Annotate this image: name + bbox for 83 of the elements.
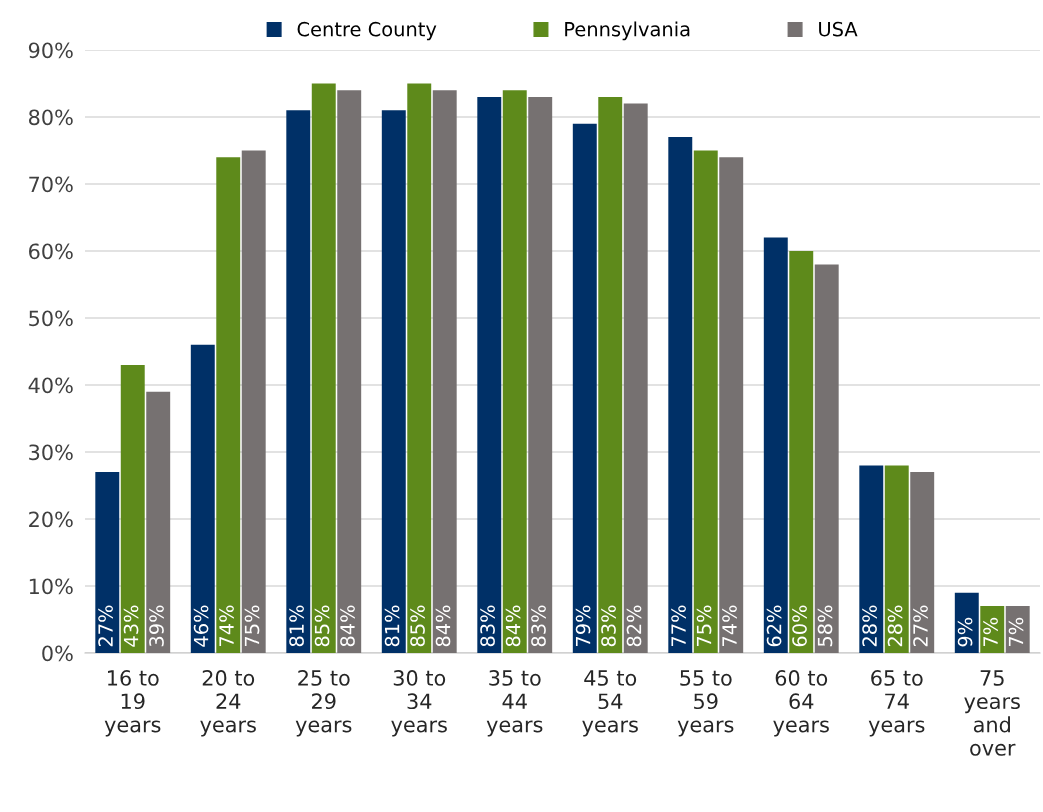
- data-label: 28%: [862, 605, 877, 647]
- x-tick-label: 35 to 44 years: [486, 670, 543, 737]
- legend-label: USA: [819, 21, 858, 37]
- y-tick-label: 80%: [29, 109, 73, 126]
- data-label: 74%: [219, 605, 234, 647]
- y-tick-label: 40%: [28, 377, 73, 394]
- legend-label: Centre County: [297, 21, 437, 41]
- bar: [719, 157, 744, 653]
- bar: [432, 90, 457, 653]
- bar: [477, 96, 502, 653]
- bar: [763, 237, 788, 653]
- bar: [693, 150, 718, 653]
- bar: [528, 96, 553, 653]
- data-label: 58%: [817, 605, 833, 647]
- bar: [954, 592, 979, 653]
- x-tick-label: 45 to 54 years: [582, 670, 638, 737]
- bar: [190, 344, 215, 653]
- x-tick-label: 75 years and over: [964, 670, 1020, 756]
- data-label: 83%: [480, 605, 495, 647]
- bar: [95, 472, 120, 653]
- data-label: 74%: [722, 605, 737, 647]
- x-tick-label: 30 to 34 years: [391, 670, 447, 737]
- data-label: 7%: [1008, 617, 1024, 647]
- y-tick-label: 30%: [29, 444, 73, 461]
- bar: [146, 391, 171, 653]
- y-tick-label: 10%: [29, 578, 73, 595]
- y-tick-label: 70%: [29, 176, 73, 193]
- data-label: 77%: [671, 605, 686, 647]
- data-label: 62%: [766, 605, 782, 647]
- bar: [623, 103, 648, 653]
- bar: [1005, 606, 1030, 653]
- data-label: 27%: [98, 605, 113, 647]
- x-tick-label: 60 to 64 years: [773, 670, 829, 737]
- data-label: 85%: [410, 605, 425, 647]
- data-label: 75%: [696, 605, 712, 647]
- bar: [337, 90, 362, 653]
- bar: [241, 150, 266, 653]
- bar: [120, 364, 145, 653]
- y-tick-label: 50%: [29, 310, 73, 327]
- x-tick-label: 65 to 74 years: [868, 670, 925, 737]
- data-label: 83%: [601, 605, 616, 647]
- data-label: 60%: [792, 605, 807, 647]
- bar: [598, 96, 623, 653]
- bar: [381, 110, 406, 653]
- x-tick-label: 20 to 24 years: [200, 670, 256, 737]
- legend-label: Pennsylvania: [565, 21, 690, 41]
- data-label: 82%: [626, 605, 642, 647]
- bar: [910, 472, 935, 653]
- bar: [668, 137, 693, 653]
- data-label: 85%: [314, 605, 330, 647]
- bar: [884, 465, 909, 653]
- bar: [286, 110, 311, 653]
- data-label: 7%: [983, 617, 998, 647]
- y-tick-label: 90%: [28, 42, 73, 59]
- x-tick-label: 55 to 59 years: [677, 670, 734, 737]
- bar: [311, 83, 336, 653]
- data-label: 81%: [384, 605, 400, 647]
- data-label: 39%: [149, 605, 164, 647]
- data-label: 27%: [913, 605, 928, 647]
- y-tick-label: 0%: [42, 645, 73, 662]
- y-tick-label: 20%: [29, 511, 73, 528]
- data-label: 81%: [289, 605, 304, 647]
- data-label: 43%: [123, 605, 139, 647]
- data-label: 75%: [244, 605, 260, 647]
- bar: [980, 606, 1005, 653]
- data-label: 84%: [340, 605, 355, 647]
- bar: [814, 264, 839, 653]
- data-label: 84%: [435, 605, 451, 647]
- bar: [789, 251, 814, 653]
- data-label: 28%: [887, 605, 903, 647]
- bar: [859, 465, 884, 653]
- y-tick-label: 60%: [29, 243, 73, 260]
- data-label: 79%: [575, 605, 591, 647]
- bar: [216, 157, 241, 653]
- x-tick-label: 25 to 29 years: [295, 670, 352, 737]
- data-label: 46%: [193, 605, 209, 647]
- bar: [572, 123, 597, 653]
- x-tick-label: 16 to 19 years: [104, 670, 161, 737]
- data-label: 83%: [531, 605, 546, 647]
- data-label: 84%: [505, 605, 521, 647]
- bar: [407, 83, 432, 653]
- data-label: 9%: [957, 617, 973, 647]
- bar: [502, 90, 527, 653]
